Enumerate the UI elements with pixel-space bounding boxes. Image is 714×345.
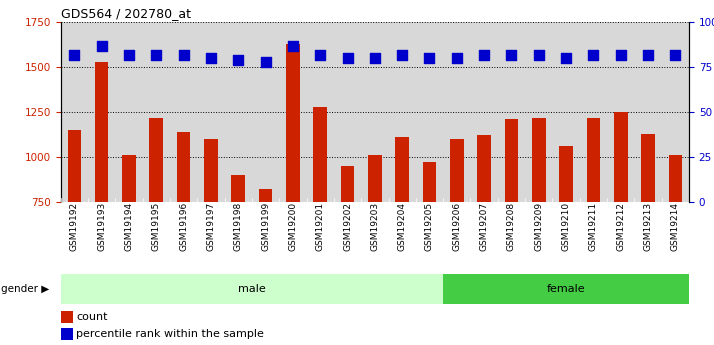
Point	[233, 57, 244, 63]
Bar	[286, 44, 300, 336]
Bar	[258, 189, 273, 336]
Text: GSM19207: GSM19207	[480, 202, 488, 251]
Text: GSM19192: GSM19192	[70, 202, 79, 251]
Point	[424, 56, 436, 61]
Point	[451, 56, 463, 61]
Text: GSM19206: GSM19206	[452, 202, 461, 251]
Point	[287, 43, 298, 49]
Bar	[450, 139, 463, 336]
Bar	[95, 62, 109, 336]
Point	[615, 52, 626, 58]
Point	[260, 59, 271, 65]
Point	[96, 43, 107, 49]
Bar	[614, 112, 628, 336]
Bar	[443, 274, 689, 304]
Text: GSM19203: GSM19203	[371, 202, 379, 251]
Point	[124, 52, 135, 58]
Bar	[122, 155, 136, 336]
Text: male: male	[238, 284, 266, 294]
Bar	[149, 118, 163, 336]
Text: GSM19213: GSM19213	[643, 202, 653, 251]
Bar	[505, 119, 518, 336]
Text: GSM19214: GSM19214	[671, 202, 680, 251]
Text: GSM19195: GSM19195	[152, 202, 161, 252]
Bar	[61, 328, 74, 340]
Text: GSM19209: GSM19209	[534, 202, 543, 251]
Text: GSM19202: GSM19202	[343, 202, 352, 251]
Text: GSM19211: GSM19211	[589, 202, 598, 251]
Point	[178, 52, 189, 58]
Bar	[368, 155, 382, 336]
Text: GSM19200: GSM19200	[288, 202, 298, 251]
Bar	[231, 175, 245, 336]
Bar	[668, 155, 682, 336]
Text: GSM19210: GSM19210	[562, 202, 570, 251]
Point	[369, 56, 381, 61]
Text: GSM19204: GSM19204	[398, 202, 407, 251]
Text: GSM19205: GSM19205	[425, 202, 434, 251]
Text: GSM19193: GSM19193	[97, 202, 106, 252]
Point	[69, 52, 80, 58]
Point	[478, 52, 490, 58]
Text: GSM19198: GSM19198	[233, 202, 243, 252]
Text: GSM19194: GSM19194	[124, 202, 134, 251]
Bar	[532, 118, 545, 336]
Bar	[61, 310, 74, 323]
Bar	[341, 166, 354, 336]
Point	[560, 56, 572, 61]
Text: GDS564 / 202780_at: GDS564 / 202780_at	[61, 7, 191, 20]
Text: count: count	[76, 312, 108, 322]
Text: gender ▶: gender ▶	[1, 284, 50, 294]
Point	[314, 52, 326, 58]
Text: GSM19201: GSM19201	[316, 202, 325, 251]
Text: GSM19199: GSM19199	[261, 202, 270, 252]
Point	[670, 52, 681, 58]
Bar	[559, 146, 573, 336]
Bar	[423, 162, 436, 336]
Bar	[177, 132, 191, 336]
Point	[506, 52, 517, 58]
Bar	[313, 107, 327, 336]
Point	[588, 52, 599, 58]
Bar	[396, 137, 409, 336]
Text: GSM19197: GSM19197	[206, 202, 216, 252]
Bar	[61, 274, 443, 304]
Point	[533, 52, 545, 58]
Bar	[204, 139, 218, 336]
Bar	[587, 118, 600, 336]
Bar	[68, 130, 81, 336]
Bar	[641, 134, 655, 336]
Point	[151, 52, 162, 58]
Point	[342, 56, 353, 61]
Point	[205, 56, 216, 61]
Text: GSM19208: GSM19208	[507, 202, 516, 251]
Text: female: female	[547, 284, 585, 294]
Text: percentile rank within the sample: percentile rank within the sample	[76, 329, 264, 339]
Text: GSM19196: GSM19196	[179, 202, 188, 252]
Point	[643, 52, 654, 58]
Bar	[477, 136, 491, 336]
Point	[396, 52, 408, 58]
Text: GSM19212: GSM19212	[616, 202, 625, 251]
